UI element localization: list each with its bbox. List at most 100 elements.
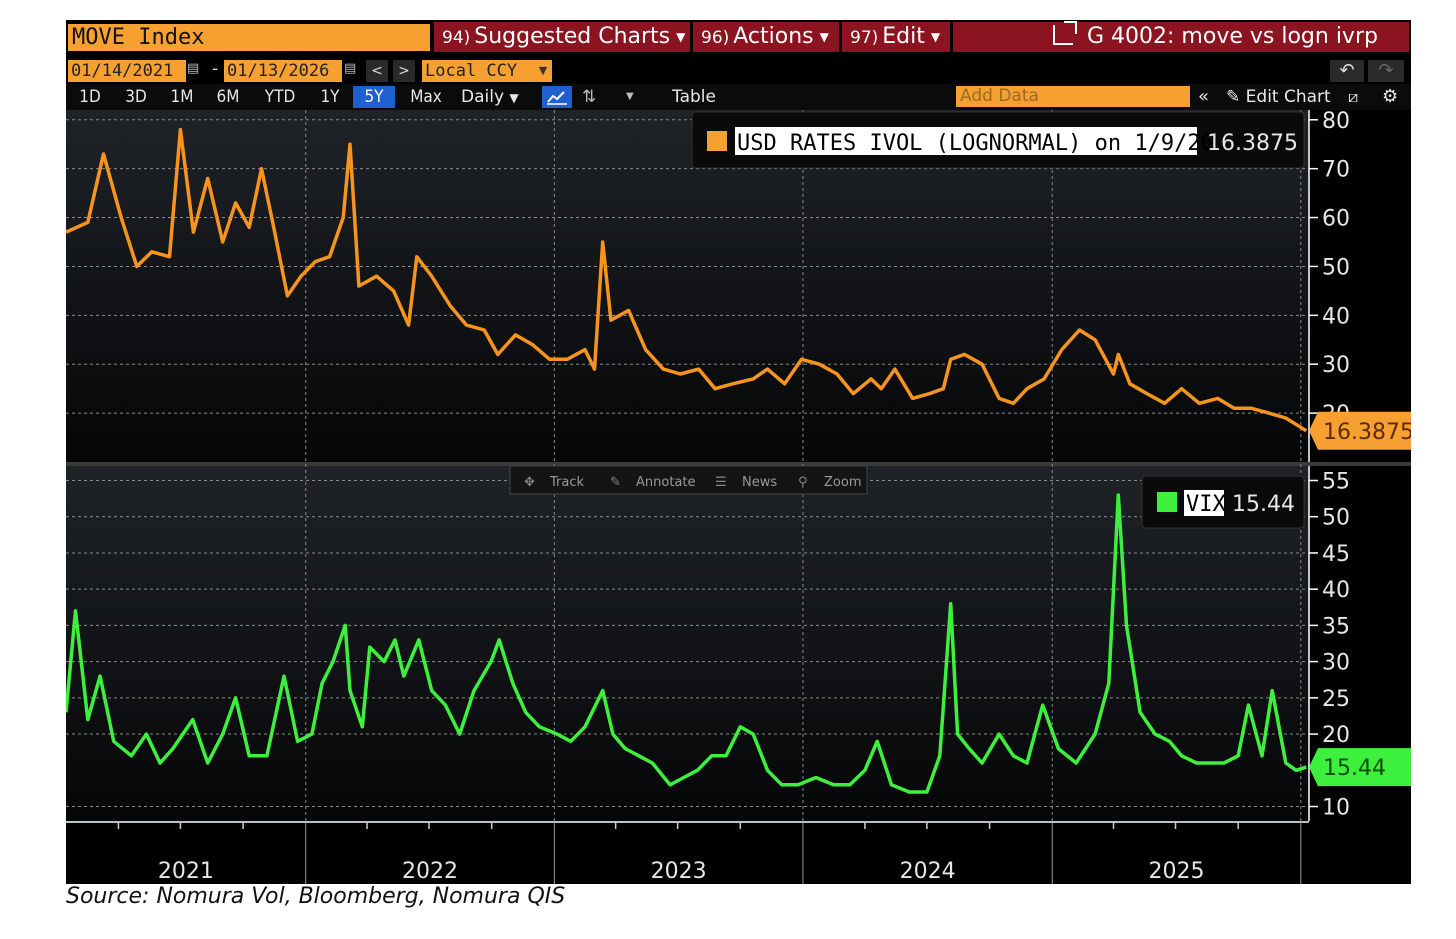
caret-down-icon: ▼ <box>819 30 829 44</box>
y-tick-label: 70 <box>1322 158 1350 183</box>
period-1m[interactable]: 1M <box>170 87 194 107</box>
frequency-select[interactable]: Daily ▼ <box>461 86 519 108</box>
vix-last-value-badge: 15.44 <box>1309 748 1411 787</box>
y-tick-label: 50 <box>1322 255 1350 280</box>
x-year-label: 2025 <box>1149 859 1205 884</box>
ticker-field[interactable]: MOVE Index <box>68 24 430 51</box>
chart-title-bar[interactable]: G 4002: move vs logn ivrp <box>953 21 1409 52</box>
period-1d[interactable]: 1D <box>79 87 101 107</box>
move-last-value-badge: 16.3875 <box>1309 411 1411 450</box>
date-separator: - <box>212 59 219 79</box>
period-6m[interactable]: 6M <box>216 87 240 107</box>
line-chart-icon[interactable] <box>542 86 572 108</box>
period-bar: 1D 3D 1M 6M YTD 1Y 5Y Max Daily ▼ ⇅ ▼ Ta… <box>66 84 1411 110</box>
zoom-tool[interactable]: Zoom <box>824 475 861 490</box>
bottom-panel-background <box>66 466 1309 821</box>
vix-series <box>66 493 1307 794</box>
y-tick-label: 55 <box>1322 469 1350 494</box>
vix-legend-swatch <box>1157 492 1177 512</box>
x-year-label: 2021 <box>158 859 214 884</box>
edit-chart-button[interactable]: ✎ Edit Chart <box>1226 86 1331 108</box>
currency-label: Local CCY <box>425 61 518 81</box>
edit-chart-label: Edit Chart <box>1245 87 1331 107</box>
y-tick-label: 80 <box>1322 110 1350 134</box>
x-year-label: 2024 <box>900 859 956 884</box>
actions-button[interactable]: 96) Actions ▼ <box>693 22 839 52</box>
chevron-left-icon[interactable]: < <box>366 60 388 82</box>
chart-canvas[interactable]: 80 70 60 50 40 30 20 16.3875 55 50 45 40 35 30 25 20 10… <box>66 110 1411 884</box>
bloomberg-terminal: MOVE Index 94) Suggested Charts ▼ 96) Actio… <box>66 20 1411 884</box>
news-icon[interactable]: ☰ <box>715 475 727 490</box>
currency-select[interactable]: Local CCY <box>422 60 534 82</box>
frequency-label: Daily <box>461 87 505 107</box>
date-range-bar: 01/14/2021 ▤ - 01/13/2026 ▤ < > Local CC… <box>66 58 1411 84</box>
source-note: Source: Nomura Vol, Bloomberg, Nomura QI… <box>66 884 566 909</box>
bottom-legend[interactable]: VIX 15.44 <box>1141 475 1305 529</box>
period-5y[interactable]: 5Y <box>353 86 395 108</box>
bottom-y-axis: 55 50 45 40 35 30 25 20 10 15.44 <box>1308 466 1411 821</box>
y-tick-label: 20 <box>1322 723 1350 748</box>
x-year-label: 2022 <box>402 859 458 884</box>
caret-down-icon: ▼ <box>676 30 686 44</box>
panel-divider[interactable] <box>66 462 1411 466</box>
y-tick-label: 50 <box>1322 506 1350 531</box>
table-button[interactable]: Table <box>672 87 716 107</box>
undo-icon[interactable]: ↶ <box>1330 60 1364 82</box>
last-value-text: 16.3875 <box>1323 420 1411 445</box>
line-chart-glyph <box>547 91 567 105</box>
pencil-icon[interactable]: ✎ <box>610 475 621 490</box>
y-tick-label: 30 <box>1322 651 1350 676</box>
y-tick-label: 60 <box>1322 207 1350 232</box>
launch-icon[interactable] <box>1053 21 1077 45</box>
y-tick-label: 40 <box>1322 304 1350 329</box>
chart-settings-icon[interactable]: ⧄ <box>1348 87 1359 106</box>
add-data-input[interactable]: Add Data <box>956 86 1190 107</box>
news-tool[interactable]: News <box>742 475 777 490</box>
y-tick-label: 40 <box>1322 578 1350 603</box>
move-legend-name: USD RATES IVOL (LOGNORMAL) on 1/9/26 <box>737 131 1214 156</box>
caret-down-icon: ▼ <box>509 91 519 105</box>
y-tick-label: 35 <box>1322 614 1350 639</box>
y-tick-label: 10 <box>1322 796 1350 821</box>
vix-legend-value: 15.44 <box>1232 492 1295 517</box>
zoom-icon[interactable]: ⚲ <box>798 475 808 490</box>
calendar-icon[interactable]: ▤ <box>187 61 200 76</box>
last-value-text: 15.44 <box>1323 756 1386 781</box>
period-max[interactable]: Max <box>410 87 442 107</box>
x-axis: 2021 2022 2023 2024 2025 <box>66 821 1309 884</box>
period-3d[interactable]: 3D <box>125 87 147 107</box>
redo-icon[interactable]: ↷ <box>1368 60 1404 82</box>
vix-line <box>66 493 1307 794</box>
x-axis-background <box>66 821 1309 884</box>
gear-icon[interactable]: ⚙ <box>1382 86 1399 107</box>
pencil-icon: ✎ <box>1226 87 1241 107</box>
top-y-axis: 8070605040302016.3875 <box>1308 110 1411 462</box>
track-tool[interactable]: Track <box>549 475 584 490</box>
x-year-label: 2023 <box>651 859 707 884</box>
crosshair-icon[interactable]: ✥ <box>524 475 535 490</box>
annotate-tool[interactable]: Annotate <box>636 475 695 490</box>
chevron-right-icon[interactable]: > <box>393 60 415 82</box>
calendar-icon[interactable]: ▤ <box>344 61 357 76</box>
move-series <box>66 127 1308 433</box>
caret-down-icon[interactable]: ▼ <box>626 91 634 102</box>
top-legend[interactable]: USD RATES IVOL (LOGNORMAL) on 1/9/26 16.… <box>691 111 1305 169</box>
edit-button[interactable]: 97) Edit ▼ <box>842 22 950 52</box>
move-legend-value: 16.3875 <box>1207 131 1298 156</box>
period-1y[interactable]: 1Y <box>320 87 340 107</box>
end-date-input[interactable]: 01/13/2026 <box>224 60 342 82</box>
actions-label: Actions <box>733 24 814 49</box>
chevron-down-icon[interactable]: ▼ <box>534 60 552 82</box>
top-panel-background <box>66 110 1309 462</box>
suggested-charts-button[interactable]: 94) Suggested Charts ▼ <box>434 22 690 52</box>
panel-tools: ✥ Track ✎ Annotate ☰ News ⚲ Zoom <box>509 465 868 495</box>
move-line <box>66 127 1308 433</box>
period-ytd[interactable]: YTD <box>264 87 296 107</box>
vix-name-highlight <box>1184 490 1224 516</box>
y-tick-label: 25 <box>1322 687 1350 712</box>
caret-down-icon: ▼ <box>930 30 941 44</box>
candlestick-icon[interactable]: ⇅ <box>582 87 597 107</box>
double-chevron-left-icon[interactable]: « <box>1198 86 1210 107</box>
start-date-input[interactable]: 01/14/2021 <box>68 60 186 82</box>
edit-number: 97) <box>850 28 879 48</box>
